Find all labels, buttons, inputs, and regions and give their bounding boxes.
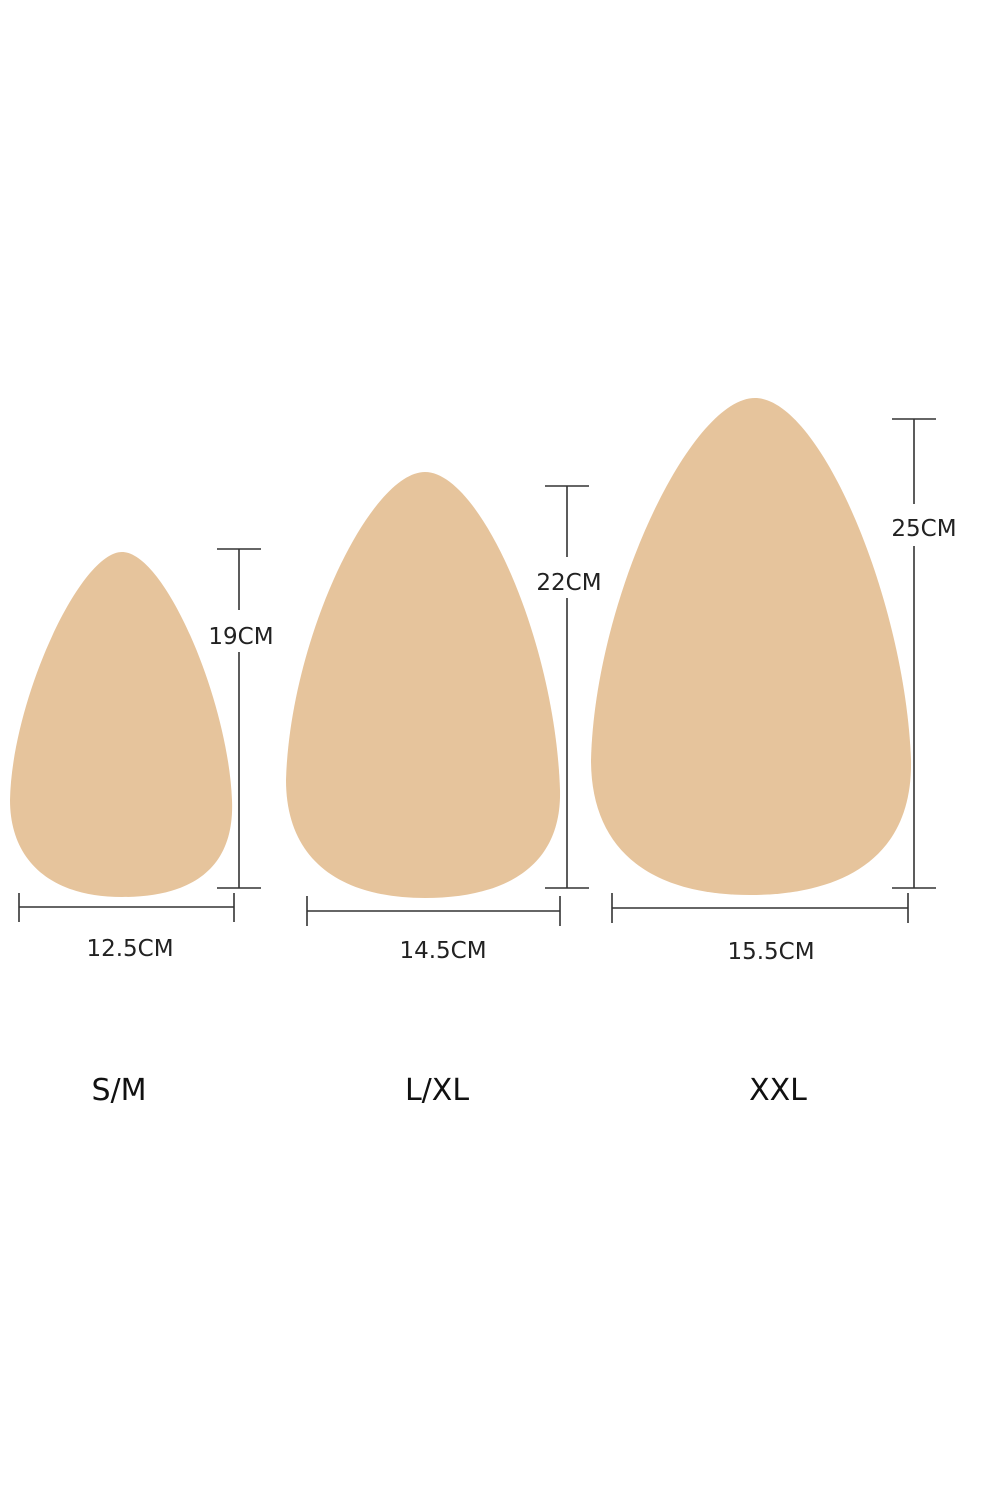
size-label: XXL [749,1073,807,1108]
height-dimension-line [892,418,936,889]
width-label: 14.5CM [399,938,486,964]
item-sm: 19CM 12.5CM S/M [10,548,274,1108]
size-label: L/XL [405,1073,469,1108]
pad-shape-xxl [591,398,912,895]
item-lxl: 22CM 14.5CM L/XL [286,472,602,1108]
item-xxl: 25CM 15.5CM XXL [591,398,957,1108]
pad-shape-sm [10,552,233,897]
width-dimension-line [306,896,561,926]
width-label: 15.5CM [727,939,814,965]
height-dimension-line [217,548,261,889]
height-label: 22CM [536,570,601,596]
height-label: 19CM [208,624,273,650]
width-dimension-line [611,893,909,923]
width-label: 12.5CM [86,936,173,962]
pad-shape-lxl [286,472,561,898]
height-dimension-line [545,485,589,889]
height-label: 25CM [891,516,956,542]
width-dimension-line [18,893,235,922]
size-label: S/M [91,1073,146,1108]
